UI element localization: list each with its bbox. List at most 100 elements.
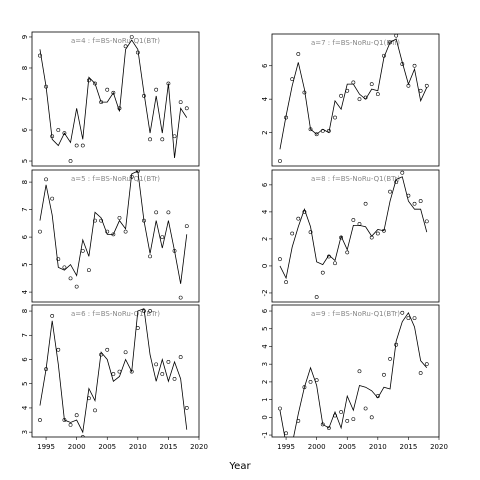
x-tick-label: 2000 xyxy=(308,443,326,451)
data-point xyxy=(326,129,331,133)
data-point xyxy=(308,379,313,384)
data-point xyxy=(296,418,301,423)
data-point xyxy=(160,372,165,376)
data-point xyxy=(369,82,374,87)
panel: a=9 : f=BS-NoRu-Q1(BTr) -1 0 1 2 3 4 5 6 1995 2000… xyxy=(261,304,448,451)
data-point xyxy=(333,261,337,266)
data-point xyxy=(320,129,325,133)
y-tick-label: 0 xyxy=(261,415,269,419)
data-point xyxy=(56,128,61,132)
data-point xyxy=(284,280,288,285)
data-point xyxy=(172,134,177,139)
data-point xyxy=(38,53,42,58)
data-point xyxy=(178,100,183,105)
data-point xyxy=(326,426,331,430)
data-point xyxy=(184,224,189,229)
data-point xyxy=(105,87,110,92)
data-point xyxy=(363,201,368,206)
plot-area xyxy=(278,310,429,437)
x-tick-label: 2005 xyxy=(98,443,116,451)
data-point xyxy=(74,284,79,289)
data-point xyxy=(412,201,417,206)
y-tick-label: -1 xyxy=(261,432,269,439)
x-tick-label: 2020 xyxy=(190,443,208,451)
y-tick-label: 4 xyxy=(261,344,269,349)
data-point xyxy=(351,80,356,85)
data-point xyxy=(154,362,159,367)
data-point xyxy=(406,83,411,88)
panel-title: a=6 : f=BS-NoRu-Q1(BTr) xyxy=(71,310,160,318)
data-point xyxy=(375,92,380,97)
plot-frame xyxy=(271,33,440,167)
data-point xyxy=(412,63,417,68)
data-point xyxy=(99,100,104,105)
data-point xyxy=(339,410,344,414)
plot-frame xyxy=(271,169,440,303)
data-point xyxy=(135,326,140,330)
data-point xyxy=(50,134,55,139)
data-point xyxy=(105,229,110,234)
data-point xyxy=(166,81,171,86)
y-tick-label: 3 xyxy=(261,362,269,366)
data-point xyxy=(400,170,405,175)
y-tick-label: 4 xyxy=(21,405,29,410)
x-tick-label: 2010 xyxy=(369,443,387,451)
y-tick-label: 6 xyxy=(261,182,269,187)
data-point xyxy=(154,87,159,92)
data-point xyxy=(382,372,386,377)
y-tick-label: 4 xyxy=(21,289,29,294)
data-point xyxy=(278,257,282,262)
data-point xyxy=(400,62,405,66)
data-point xyxy=(424,362,429,367)
data-point xyxy=(154,210,159,215)
data-point xyxy=(339,93,344,98)
data-point xyxy=(302,90,307,95)
y-tick-label: 6 xyxy=(21,127,29,132)
data-point xyxy=(314,378,319,383)
data-point xyxy=(320,270,325,275)
data-point xyxy=(314,295,319,299)
data-point xyxy=(357,97,362,102)
data-point xyxy=(412,316,417,321)
data-point xyxy=(105,347,110,352)
data-point xyxy=(284,431,288,436)
y-tick-label: 6 xyxy=(261,63,269,68)
data-point xyxy=(184,406,189,410)
data-line xyxy=(279,311,428,437)
data-line xyxy=(39,39,188,158)
plot-frame xyxy=(31,169,200,303)
data-point xyxy=(400,310,405,315)
data-point xyxy=(388,40,392,45)
data-point xyxy=(345,250,350,255)
data-point xyxy=(296,216,301,221)
y-tick-label: 9 xyxy=(21,35,29,39)
y-tick-label: 5 xyxy=(21,262,29,266)
panel-title: a=5 : f=BS-NoRu-Q1(BTr) xyxy=(71,175,160,183)
data-point xyxy=(388,356,392,361)
y-tick-label: 5 xyxy=(21,159,29,163)
panel-title: a=9 : f=BS-NoRu-Q1(BTr) xyxy=(311,310,400,318)
data-point xyxy=(68,422,73,427)
data-point xyxy=(382,53,386,58)
data-point xyxy=(296,52,301,56)
data-point xyxy=(99,218,104,223)
data-point xyxy=(172,248,177,253)
x-tick-label: 2000 xyxy=(68,443,86,451)
y-tick-label: 1 xyxy=(261,397,269,401)
data-point xyxy=(62,265,67,270)
panel: a=6 : f=BS-NoRu-Q1(BTr) 3 4 5 6 7 8 1995 2000 200… xyxy=(21,304,208,451)
data-point xyxy=(406,316,411,321)
data-point xyxy=(111,90,116,95)
data-point xyxy=(357,222,362,226)
data-point xyxy=(44,84,48,89)
panel-title: a=8 : f=BS-NoRu-Q1(BTr) xyxy=(311,175,400,183)
data-point xyxy=(290,77,295,82)
data-point xyxy=(38,418,42,422)
y-tick-label: 8 xyxy=(21,180,29,184)
y-tick-label: 4 xyxy=(261,209,269,214)
data-point xyxy=(50,313,55,318)
data-point xyxy=(129,35,134,39)
data-point xyxy=(345,418,350,423)
panel: a=7 : f=BS-NoRu-Q1(BTr) 2 4 6 xyxy=(261,33,440,167)
data-point xyxy=(135,170,140,173)
